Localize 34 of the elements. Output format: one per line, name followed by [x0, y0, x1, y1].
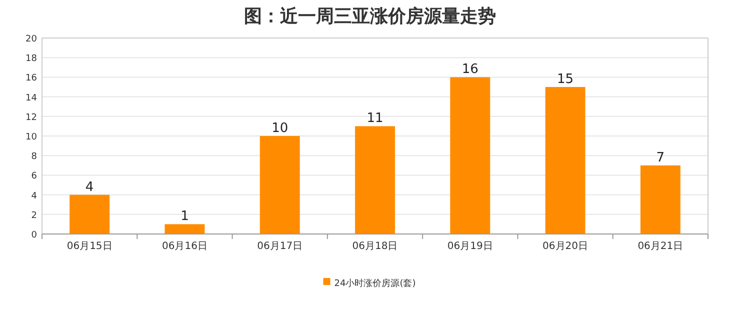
y-tick-label: 2: [31, 210, 37, 221]
y-tick-label: 6: [31, 172, 38, 182]
y-tick-label: 16: [26, 74, 38, 84]
x-tick-label: 06月16日: [162, 241, 208, 252]
bar: [450, 77, 490, 234]
bar: [545, 87, 586, 234]
bar: [260, 136, 300, 234]
data-label: 15: [557, 72, 574, 87]
data-label: 11: [366, 111, 384, 126]
y-tick-label: 18: [26, 54, 38, 64]
legend-label: 24小时涨价房源(套): [334, 278, 416, 289]
y-tick-label: 14: [26, 93, 38, 104]
y-tick-label: 4: [31, 191, 38, 202]
bar: [355, 126, 395, 234]
data-label: 1: [180, 209, 189, 224]
data-label: 10: [272, 121, 288, 136]
x-tick-label: 06月20日: [542, 241, 588, 252]
y-tick-label: 20: [26, 34, 38, 44]
bar: [70, 194, 110, 234]
data-label: 4: [85, 180, 94, 195]
x-tick-label: 06月15日: [66, 241, 112, 252]
y-tick-label: 8: [31, 152, 38, 162]
data-label: 16: [462, 62, 478, 78]
y-tick-label: 0: [31, 230, 38, 240]
y-tick-label: 10: [26, 132, 38, 142]
x-tick-label: 06月17日: [257, 241, 303, 252]
bar: [640, 165, 680, 234]
chart-title: 图：近一周三亚涨价房源量走势: [244, 6, 496, 27]
x-tick-label: 06月19日: [447, 241, 493, 252]
bar: [164, 224, 205, 234]
x-tick-label: 06月21日: [638, 241, 684, 252]
x-tick-label: 06月18日: [352, 241, 398, 252]
y-tick-label: 12: [26, 112, 37, 123]
data-label: 7: [656, 150, 665, 166]
